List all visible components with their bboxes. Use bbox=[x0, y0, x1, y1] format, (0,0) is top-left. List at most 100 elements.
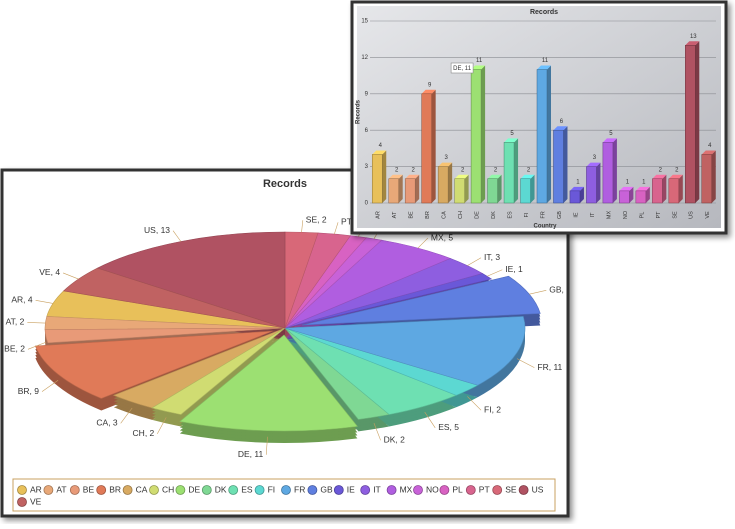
bar-top bbox=[619, 186, 634, 191]
slice-label: FI, 2 bbox=[484, 404, 501, 414]
legend-icon bbox=[96, 485, 107, 495]
leader-line bbox=[467, 396, 482, 411]
y-tick-label: 15 bbox=[361, 19, 368, 25]
bar bbox=[635, 190, 647, 204]
x-tick-label: PT bbox=[656, 211, 662, 219]
legend-icon bbox=[175, 485, 186, 495]
bar bbox=[619, 190, 630, 204]
legend-icon bbox=[228, 485, 239, 495]
value-label: 11 bbox=[542, 58, 549, 64]
bar-top bbox=[520, 174, 535, 179]
legend-icon bbox=[465, 485, 476, 495]
slice-label: CH, 2 bbox=[133, 428, 155, 438]
bar-side bbox=[711, 150, 716, 203]
legend-label: PL bbox=[452, 484, 463, 494]
bar-top bbox=[504, 138, 519, 143]
bar-side bbox=[497, 174, 502, 203]
x-tick-label: BE bbox=[409, 211, 415, 219]
legend-icon bbox=[281, 485, 291, 495]
bar-title: Records bbox=[530, 9, 558, 16]
value-label: 3 bbox=[444, 155, 448, 161]
bar-top bbox=[454, 174, 469, 179]
y-axis-label: Records bbox=[356, 99, 362, 124]
value-label: 4 bbox=[708, 143, 712, 149]
bar-panel: Records Country Records 036912154AR2AT2B… bbox=[350, 0, 728, 235]
slice-label: BR, 9 bbox=[18, 386, 40, 396]
bar bbox=[404, 178, 416, 204]
legend-box bbox=[12, 478, 556, 512]
leader-line bbox=[265, 436, 268, 455]
bar-top bbox=[652, 174, 667, 179]
bar-top bbox=[553, 126, 568, 131]
leader-line bbox=[424, 411, 436, 428]
bar bbox=[701, 154, 713, 204]
pie-slice bbox=[44, 327, 286, 344]
legend-icon bbox=[307, 485, 318, 495]
value-label: 9 bbox=[428, 82, 432, 88]
bar bbox=[388, 178, 399, 204]
bar-side bbox=[530, 174, 535, 203]
value-label: 5 bbox=[609, 131, 613, 137]
legend-label: ES bbox=[241, 484, 253, 494]
legend-label: BR bbox=[109, 484, 121, 494]
value-label: 1 bbox=[642, 179, 646, 185]
leader-line bbox=[334, 222, 339, 235]
pie-slice bbox=[34, 330, 273, 399]
x-tick-label: AR bbox=[376, 211, 382, 219]
leader-line bbox=[301, 220, 304, 233]
bar-top bbox=[537, 65, 551, 70]
bar-side bbox=[645, 186, 650, 203]
bar-side bbox=[596, 162, 601, 203]
bar bbox=[520, 178, 531, 204]
pie-slice bbox=[151, 327, 286, 415]
legend-icon bbox=[43, 485, 54, 495]
legend-icon bbox=[69, 485, 80, 495]
legend-label: CH bbox=[162, 484, 174, 494]
value-label: 1 bbox=[626, 179, 630, 185]
bar-top bbox=[635, 186, 650, 191]
bar bbox=[503, 142, 515, 204]
x-tick-label: SE bbox=[672, 211, 678, 219]
slice-label: DE, 11 bbox=[238, 449, 264, 459]
legend-label: DK bbox=[215, 484, 227, 494]
x-tick-label: CH bbox=[458, 211, 464, 219]
x-tick-label: AT bbox=[392, 211, 398, 218]
legend-label: MX bbox=[400, 484, 413, 494]
x-tick-label: BR bbox=[425, 211, 431, 219]
y-tick-label: 12 bbox=[361, 55, 368, 61]
pie-panel: Records AR, 4 AT, 2 BE, 2 BR, 9 CA, 3 CH, 2 DE… bbox=[0, 168, 570, 518]
bar-side bbox=[464, 174, 469, 203]
bar-top bbox=[701, 150, 716, 155]
bar-top bbox=[586, 162, 601, 167]
value-label: 2 bbox=[527, 167, 531, 173]
leader-line bbox=[172, 230, 182, 242]
x-tick-label: DK bbox=[491, 211, 497, 219]
legend-label: AR bbox=[30, 484, 42, 494]
bar bbox=[553, 129, 564, 204]
slice-label: VE, 4 bbox=[39, 267, 60, 277]
pie-slice bbox=[96, 231, 286, 329]
bar-side bbox=[695, 41, 700, 204]
bar-top bbox=[602, 138, 617, 143]
bar-side bbox=[431, 89, 436, 203]
bar bbox=[437, 166, 449, 204]
legend-label: AT bbox=[56, 484, 66, 494]
slice-label: US, 13 bbox=[144, 225, 170, 235]
y-tick-label: 3 bbox=[365, 164, 369, 170]
value-label: 13 bbox=[690, 34, 697, 40]
legend-icon bbox=[17, 497, 27, 507]
value-label: 11 bbox=[476, 58, 483, 64]
legend-label: FI bbox=[268, 484, 276, 494]
pie-slice bbox=[284, 316, 526, 386]
x-axis-label: Country bbox=[534, 224, 558, 230]
y-tick-label: 0 bbox=[365, 201, 369, 207]
value-label: 2 bbox=[412, 167, 416, 173]
slice-label: MX, 5 bbox=[431, 232, 453, 242]
legend-label: IT bbox=[373, 484, 381, 494]
value-label: 2 bbox=[675, 167, 679, 173]
bar-top bbox=[388, 174, 403, 179]
legend-label: FR bbox=[294, 484, 305, 494]
bar-top bbox=[487, 174, 502, 179]
bar-top bbox=[471, 65, 486, 70]
x-tick-label: FR bbox=[540, 211, 546, 218]
